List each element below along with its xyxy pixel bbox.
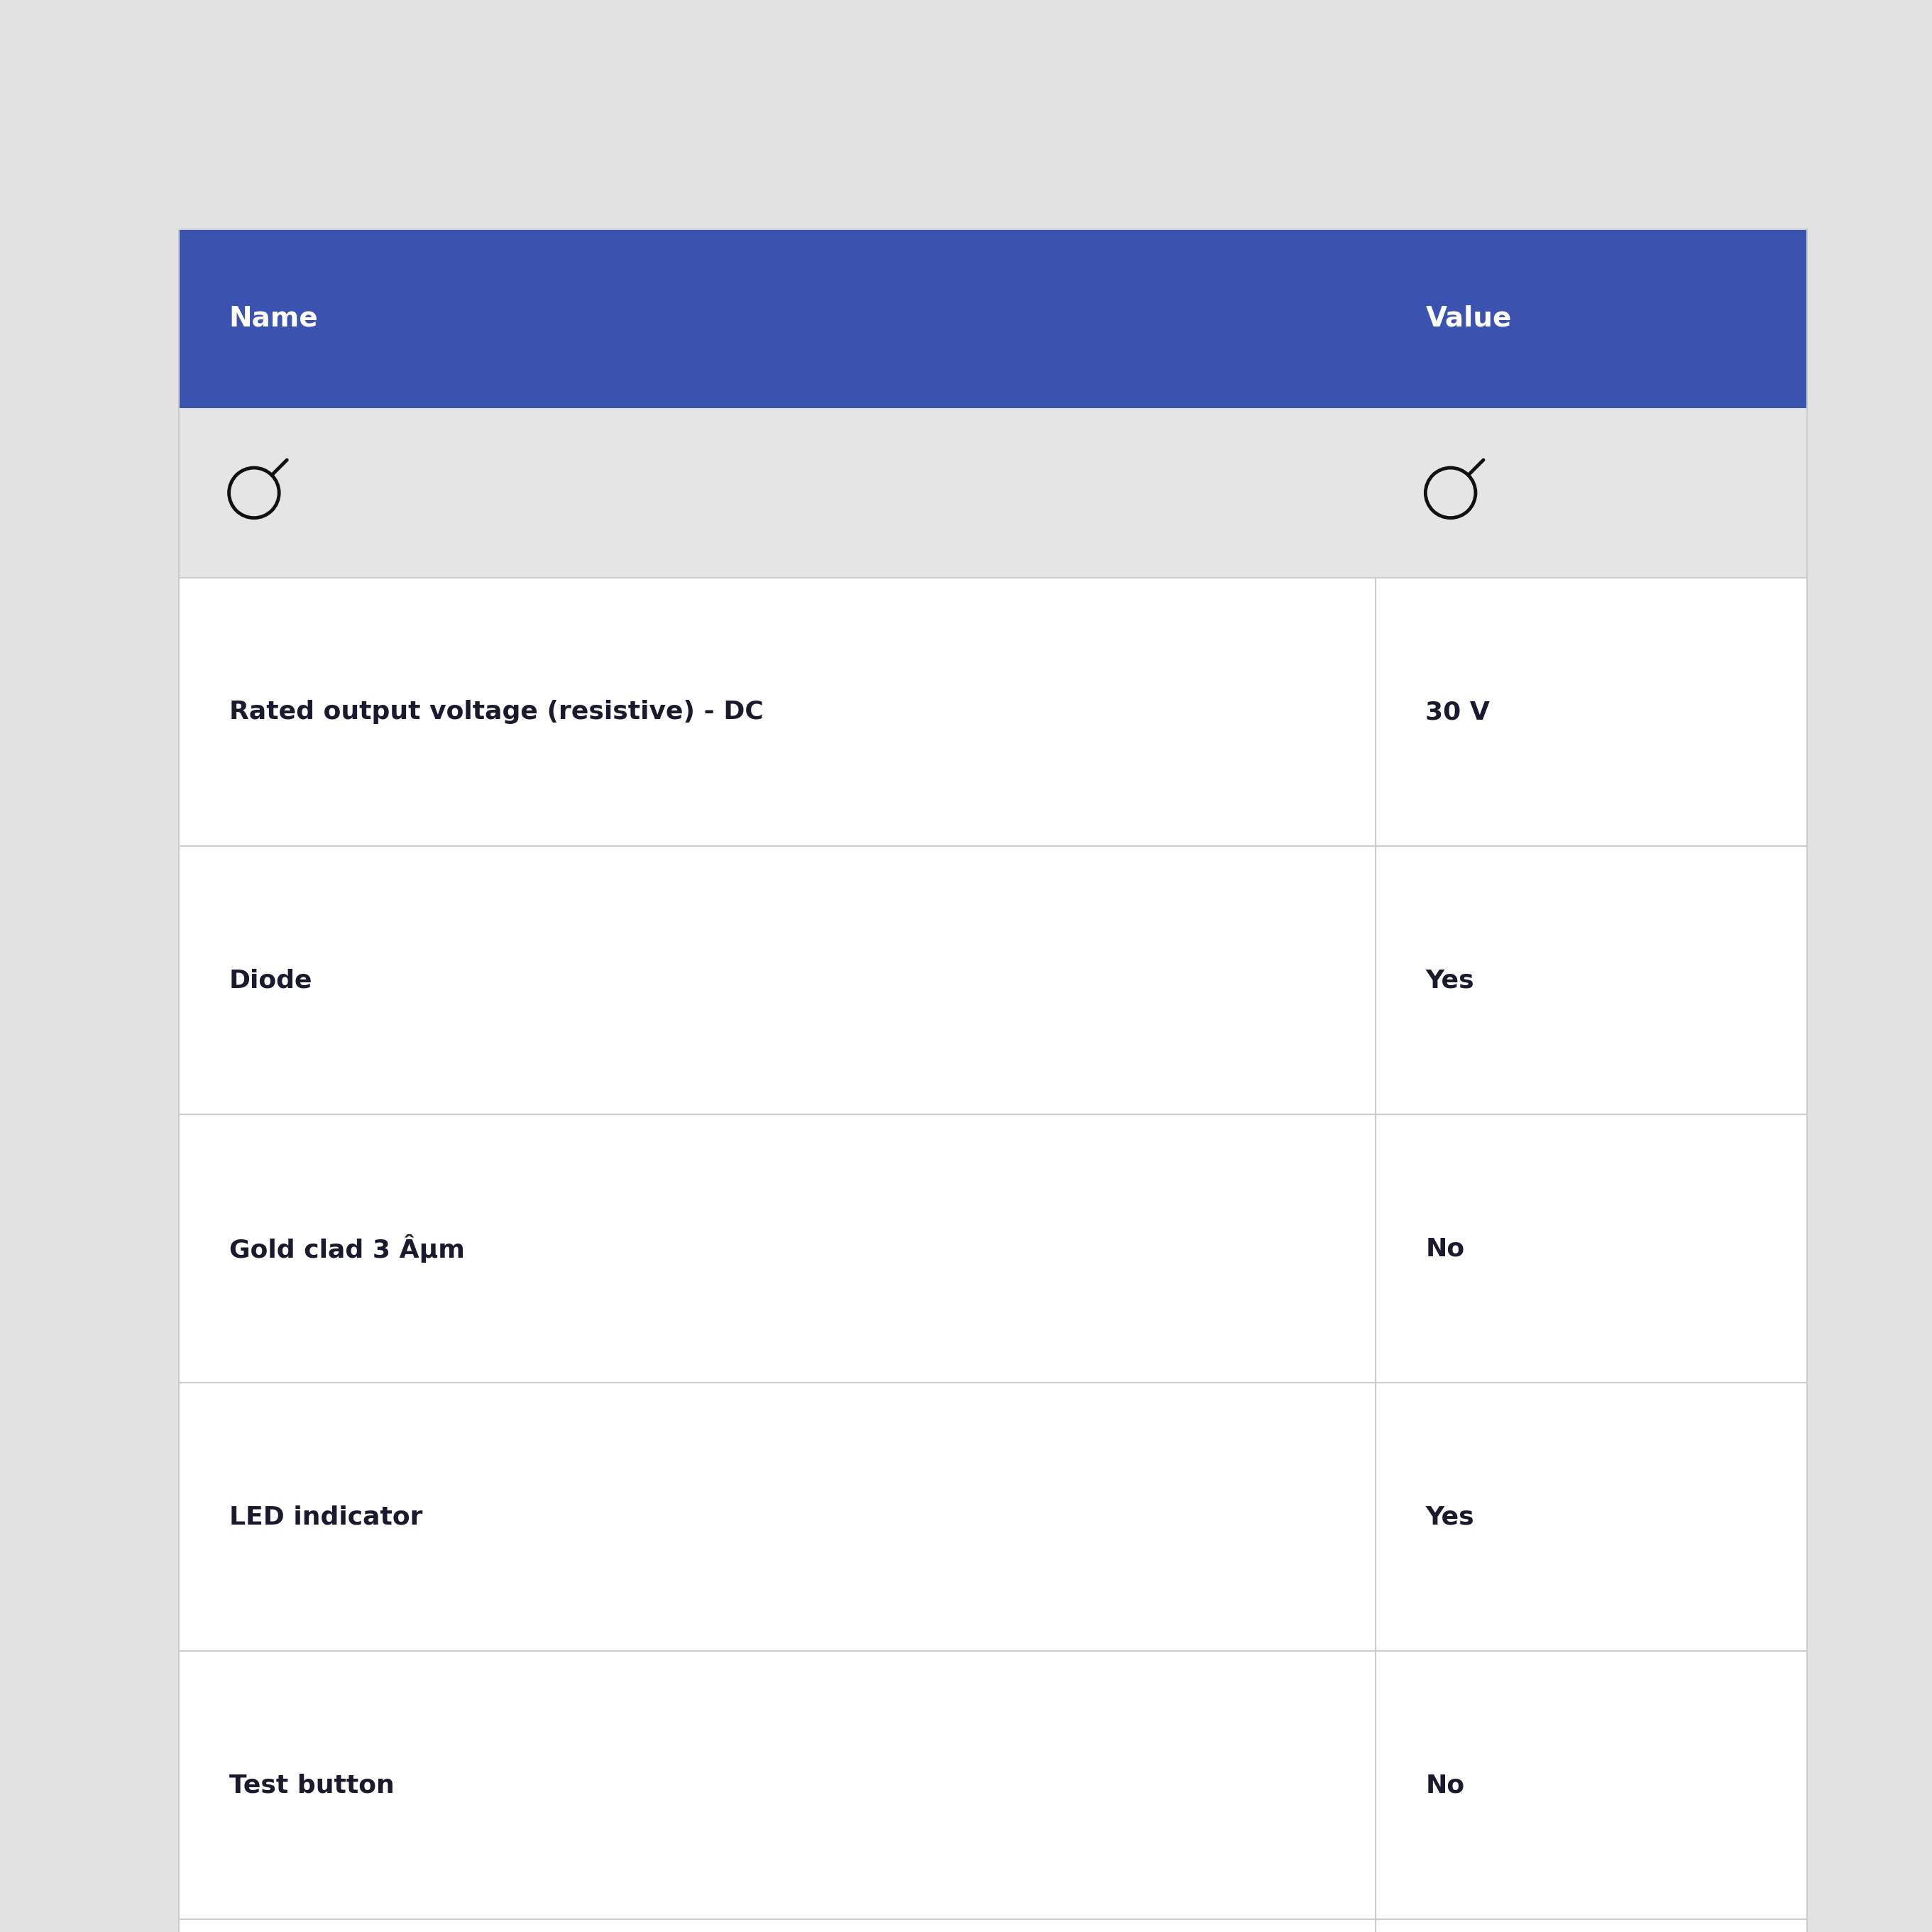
Text: Test button: Test button: [230, 1774, 394, 1797]
Text: No: No: [1426, 1774, 1464, 1797]
Text: Rated output voltage (resistive) - DC: Rated output voltage (resistive) - DC: [230, 699, 763, 724]
Bar: [180, 578, 1806, 1932]
Bar: [180, 408, 1806, 578]
Text: Value: Value: [1426, 305, 1511, 332]
Text: Diode: Diode: [230, 968, 313, 993]
Text: No: No: [1426, 1236, 1464, 1262]
Text: Yes: Yes: [1426, 1505, 1474, 1528]
Text: Gold clad 3 Âµm: Gold clad 3 Âµm: [230, 1235, 464, 1264]
Text: 30 V: 30 V: [1426, 699, 1490, 724]
Text: Yes: Yes: [1426, 968, 1474, 993]
Bar: [180, 230, 1806, 1932]
Text: LED indicator: LED indicator: [230, 1505, 423, 1528]
Bar: [180, 230, 1806, 408]
Text: Name: Name: [230, 305, 319, 332]
